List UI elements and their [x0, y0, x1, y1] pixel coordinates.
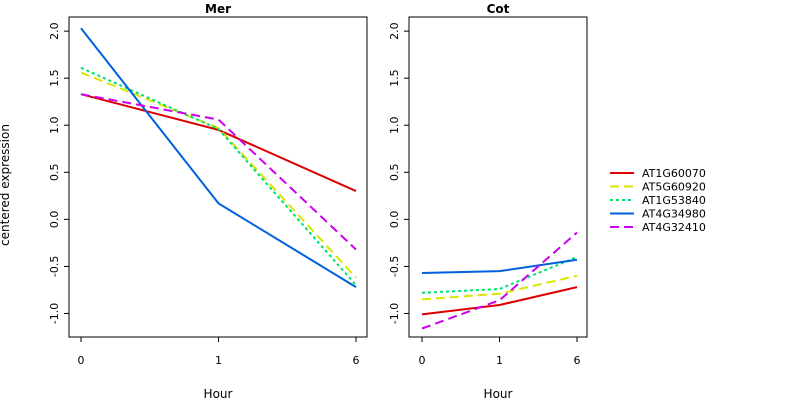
y-tick-label-cot: 1.5	[388, 69, 401, 87]
legend-label-at4g34980: AT4G34980	[642, 208, 706, 221]
y-axis-title: centered expression	[0, 124, 12, 246]
panel-title-mer: Mer	[205, 2, 231, 16]
x-axis-title-cot: Hour	[484, 387, 513, 400]
x-tick-label-mer: 1	[215, 354, 222, 367]
y-tick-label-mer: 0.5	[48, 164, 61, 182]
y-tick-label-cot: -0.5	[388, 256, 401, 277]
y-tick-label-mer: 1.0	[48, 116, 61, 134]
legend-label-at4g32410: AT4G32410	[642, 221, 706, 234]
series-line-at1g53840-cot	[421, 256, 578, 294]
panel-title-cot: Cot	[487, 2, 510, 16]
x-tick-label-mer: 6	[353, 354, 360, 367]
y-tick-label-cot: 0.5	[388, 164, 401, 182]
series-line-at5g60920-mer	[80, 71, 357, 279]
plot-frame-cot	[408, 16, 588, 338]
panel-cot: Cot Hour -1.0 -0.5 0.0 0.5 1.0 1.5 2.0 0 1 6	[388, 2, 588, 400]
legend-label-at5g60920: AT5G60920	[642, 181, 706, 194]
legend-label-at1g53840: AT1G53840	[642, 194, 706, 207]
series-line-at4g34980-cot	[421, 258, 578, 274]
legend-label-at1g60070: AT1G60070	[642, 167, 706, 180]
series-line-at5g60920-cot	[421, 274, 578, 301]
y-tick-label-mer: 2.0	[48, 22, 61, 39]
panel-mer: Mer Hour -1.0 -0.5 0.0 0.5 1.0 1.5 2.0 0 1 6	[48, 2, 368, 400]
series-line-at1g60070-cot	[421, 286, 578, 316]
x-tick-label-cot: 0	[419, 354, 426, 367]
series-line-at4g32410-mer	[80, 93, 357, 251]
x-tick-label-mer: 0	[78, 354, 85, 367]
y-tick-label-mer: 0.0	[48, 211, 61, 229]
y-tick-label-mer: -0.5	[48, 256, 61, 277]
y-tick-label-cot: -1.0	[388, 303, 401, 324]
y-tick-label-mer: -1.0	[48, 303, 61, 324]
y-tick-label-cot: 0.0	[388, 211, 401, 229]
series-line-at1g53840-mer	[80, 66, 357, 286]
y-tick-label-cot: 1.0	[388, 116, 401, 134]
legend: AT1G60070AT5G60920AT1G53840AT4G34980AT4G…	[610, 167, 706, 234]
x-axis-title-mer: Hour	[204, 387, 233, 400]
y-tick-label-cot: 2.0	[388, 22, 401, 39]
x-tick-label-cot: 6	[574, 354, 581, 367]
y-tick-label-mer: 1.5	[48, 69, 61, 87]
series-line-at4g34980-mer	[80, 27, 357, 288]
x-tick-label-cot: 1	[496, 354, 503, 367]
series-line-at1g60070-mer	[80, 93, 357, 193]
